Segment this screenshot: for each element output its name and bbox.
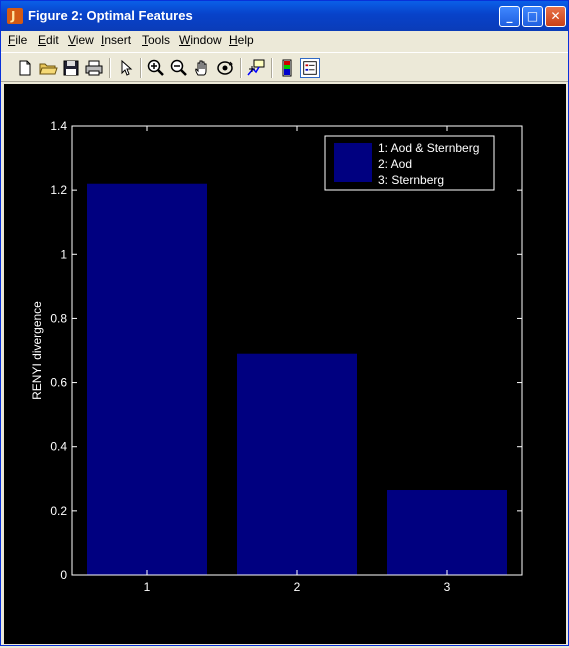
bar-3[interactable] [387,490,507,575]
print-icon[interactable] [84,58,104,78]
legend-entry-1: 1: Aod & Sternberg [378,141,479,155]
menu-bar: File Edit View Insert Tools Window Help [1,31,568,51]
y-tick-label: 0.6 [50,376,67,390]
y-tick-label: 1.2 [50,183,67,197]
menu-edit[interactable]: Edit [38,33,59,47]
figure-toolbar [1,52,568,82]
open-folder-icon[interactable] [38,58,58,78]
menu-tools[interactable]: Tools [142,33,171,47]
y-tick-label: 1.4 [50,119,67,133]
legend-icon[interactable] [300,58,320,78]
close-button[interactable]: ✕ [545,6,566,27]
menu-help[interactable]: Help [229,33,254,47]
save-icon[interactable] [61,58,81,78]
zoom-out-icon[interactable] [169,58,189,78]
legend-entry-3: 3: Sternberg [378,173,444,187]
bar-1[interactable] [87,183,207,575]
menu-view[interactable]: View [68,33,94,47]
colorbar-icon[interactable] [277,58,297,78]
x-tick-label: 1 [144,580,151,594]
minimize-button[interactable]: _ [499,6,520,27]
zoom-in-icon[interactable] [146,58,166,78]
rotate-3d-icon[interactable] [215,58,235,78]
y-tick-label: 0.2 [50,504,67,518]
x-tick-label: 3 [444,580,451,594]
title-bar[interactable]: J Figure 2: Optimal Features _ □ ✕ [1,1,568,31]
x-tick-label: 2 [294,580,301,594]
window-title: Figure 2: Optimal Features [28,8,193,23]
menu-file[interactable]: File [8,33,28,47]
legend[interactable]: 1: Aod & Sternberg 2: Aod 3: Sternberg [324,135,495,191]
matlab-icon: J [7,8,23,24]
y-tick-label: 0.4 [50,440,67,454]
menu-insert[interactable]: Insert [101,33,132,47]
y-tick-label: 1 [60,247,67,261]
bar-2[interactable] [237,353,357,575]
new-file-icon[interactable] [15,58,35,78]
y-tick-label: 0 [60,568,67,582]
legend-entry-2: 2: Aod [378,157,412,171]
maximize-button[interactable]: □ [522,6,543,27]
pan-hand-icon[interactable] [192,58,212,78]
y-tick-label: 0.8 [50,311,67,325]
pointer-icon[interactable] [116,58,136,78]
y-axis-label: RENYI divergence [30,301,44,400]
data-cursor-icon[interactable] [246,58,266,78]
figure-canvas: 0 0.2 0.4 0.6 0.8 1 1.2 1.4 1 2 3 RENYI divergenc… [4,84,566,644]
legend-swatch [334,143,372,182]
bar-chart[interactable]: 0 0.2 0.4 0.6 0.8 1 1.2 1.4 1 2 3 RENYI divergenc… [4,84,566,644]
menu-window[interactable]: Window [179,33,222,47]
